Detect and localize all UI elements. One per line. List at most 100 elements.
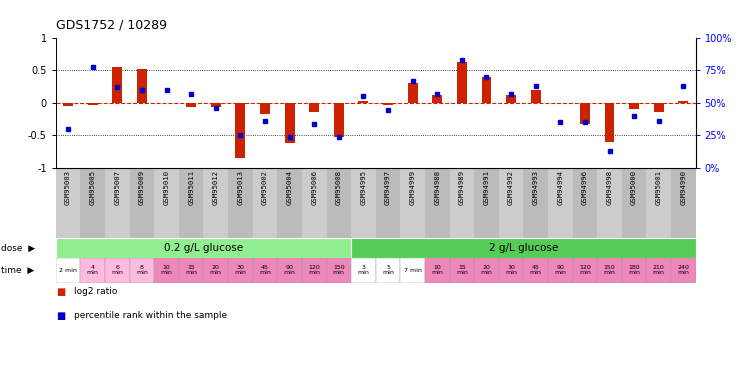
Text: 5
min: 5 min <box>382 265 394 275</box>
Bar <box>278 168 302 238</box>
Bar <box>506 95 516 103</box>
Bar <box>179 168 203 238</box>
Bar <box>432 95 442 103</box>
Bar <box>351 238 696 258</box>
Bar <box>154 168 179 238</box>
Text: GSM95006: GSM95006 <box>311 170 317 205</box>
Text: 3
min: 3 min <box>357 265 369 275</box>
Text: GSM95005: GSM95005 <box>90 170 96 205</box>
Bar <box>80 168 105 238</box>
Bar <box>186 103 196 107</box>
Bar <box>597 258 622 283</box>
Bar <box>523 258 548 283</box>
Text: GSM94995: GSM94995 <box>360 170 366 205</box>
Text: ■: ■ <box>56 287 65 297</box>
Bar <box>671 168 696 238</box>
Bar <box>179 258 203 283</box>
Text: 4
min: 4 min <box>87 265 99 275</box>
Text: GSM94998: GSM94998 <box>606 170 612 205</box>
Text: 45
min: 45 min <box>530 265 542 275</box>
Bar <box>253 258 278 283</box>
Text: GSM94993: GSM94993 <box>533 170 539 205</box>
Text: ■: ■ <box>56 311 65 321</box>
Text: GSM95002: GSM95002 <box>262 170 268 205</box>
Bar <box>310 103 319 112</box>
Text: GSM94997: GSM94997 <box>385 170 391 205</box>
Bar <box>400 258 425 283</box>
Text: dose  ▶: dose ▶ <box>1 243 36 252</box>
Bar <box>647 168 671 238</box>
Text: GSM95011: GSM95011 <box>188 170 194 205</box>
Bar <box>56 168 80 238</box>
Text: GSM94996: GSM94996 <box>582 170 588 205</box>
Text: GSM95008: GSM95008 <box>336 170 341 205</box>
Text: GSM94990: GSM94990 <box>680 170 686 205</box>
Bar <box>481 77 491 103</box>
Bar <box>80 258 105 283</box>
Bar <box>88 103 97 105</box>
Text: GSM94991: GSM94991 <box>484 170 490 205</box>
Bar <box>203 168 228 238</box>
Bar <box>278 258 302 283</box>
Bar <box>622 168 647 238</box>
Bar <box>302 168 327 238</box>
Bar <box>154 258 179 283</box>
Bar <box>211 103 221 106</box>
Text: GSM95004: GSM95004 <box>286 170 292 205</box>
Text: GSM95013: GSM95013 <box>237 170 243 205</box>
Text: 90
min: 90 min <box>554 265 566 275</box>
Bar <box>56 258 80 283</box>
Bar <box>580 103 590 123</box>
Bar <box>351 258 376 283</box>
Bar <box>408 83 417 103</box>
Bar <box>523 168 548 238</box>
Bar <box>105 258 129 283</box>
Text: GSM95010: GSM95010 <box>164 170 170 205</box>
Text: 2 g/L glucose: 2 g/L glucose <box>489 243 558 253</box>
Text: 8
min: 8 min <box>136 265 148 275</box>
Text: 6
min: 6 min <box>112 265 124 275</box>
Bar <box>260 103 270 114</box>
Bar <box>425 168 449 238</box>
Bar <box>498 258 523 283</box>
Text: 20
min: 20 min <box>210 265 222 275</box>
Text: GSM94989: GSM94989 <box>459 170 465 205</box>
Text: GSM95001: GSM95001 <box>655 170 661 205</box>
Bar <box>129 258 154 283</box>
Bar <box>105 168 129 238</box>
Bar <box>449 168 474 238</box>
Bar <box>629 103 639 109</box>
Text: 0.2 g/L glucose: 0.2 g/L glucose <box>164 243 243 253</box>
Bar <box>679 101 688 103</box>
Bar <box>457 62 466 103</box>
Bar <box>327 258 351 283</box>
Bar <box>228 168 253 238</box>
Bar <box>597 168 622 238</box>
Bar <box>334 103 344 137</box>
Bar <box>203 258 228 283</box>
Text: 20
min: 20 min <box>481 265 493 275</box>
Bar <box>671 258 696 283</box>
Bar <box>112 67 122 103</box>
Bar <box>253 168 278 238</box>
Bar <box>474 168 498 238</box>
Text: 90
min: 90 min <box>283 265 295 275</box>
Text: GSM95000: GSM95000 <box>631 170 637 205</box>
Bar <box>376 168 400 238</box>
Text: 15
min: 15 min <box>185 265 197 275</box>
Bar <box>351 168 376 238</box>
Text: GSM95009: GSM95009 <box>139 170 145 205</box>
Text: 30
min: 30 min <box>505 265 517 275</box>
Bar <box>622 258 647 283</box>
Bar <box>605 103 615 142</box>
Text: 2 min: 2 min <box>60 268 77 273</box>
Bar <box>530 90 541 103</box>
Text: GDS1752 / 10289: GDS1752 / 10289 <box>56 19 167 32</box>
Text: 10
min: 10 min <box>161 265 173 275</box>
Text: GSM94988: GSM94988 <box>434 170 440 205</box>
Text: 30
min: 30 min <box>234 265 246 275</box>
Bar <box>376 258 400 283</box>
Bar <box>498 168 523 238</box>
Text: 10
min: 10 min <box>432 265 443 275</box>
Bar <box>548 168 573 238</box>
